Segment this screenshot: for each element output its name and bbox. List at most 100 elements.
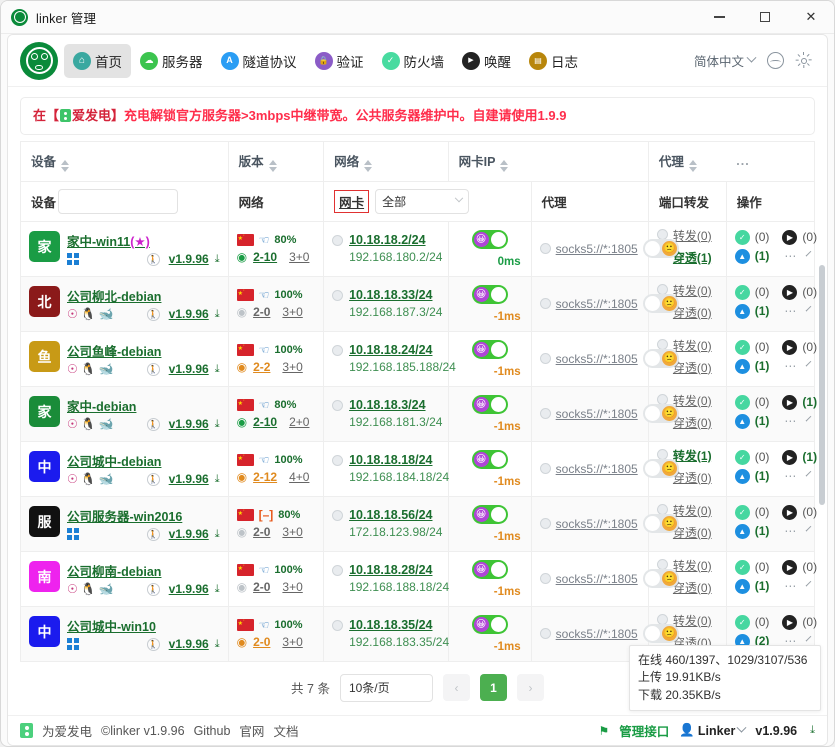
nic-ip-link[interactable]: 10.18.18.2/24 — [349, 233, 426, 248]
version-link[interactable]: v1.9.96 — [168, 417, 209, 432]
radio-indicator[interactable] — [539, 518, 551, 530]
more-actions-button[interactable]: ⋯ — [784, 414, 798, 429]
tab-home[interactable]: ⌂ 首页 — [64, 43, 131, 78]
play-icon[interactable]: ▶ — [782, 449, 798, 465]
proxy-address-link[interactable]: socks5://*:1805 — [555, 461, 638, 476]
more-actions-button[interactable]: ⋯ — [784, 304, 798, 319]
device-enable-toggle[interactable]: 😀 — [471, 284, 508, 304]
version-link[interactable]: v1.9.96 — [168, 637, 209, 652]
prev-page-button[interactable]: ‹ — [442, 674, 470, 702]
forward-link[interactable]: 转发(0) — [672, 228, 712, 243]
tab-wake[interactable]: ▶ 唤醒 — [453, 44, 520, 78]
relay-count-link[interactable]: 3+0 — [282, 525, 303, 540]
version-link[interactable]: v1.9.96 — [168, 307, 209, 322]
device-name-link[interactable]: 公司城中-win10 — [67, 620, 156, 635]
close-button[interactable]: ✕ — [805, 9, 817, 24]
more-actions-button[interactable]: ⋯ — [784, 359, 798, 374]
version-link[interactable]: v1.9.96 — [168, 472, 209, 487]
pierce-link[interactable]: 穿透(0) — [672, 415, 712, 430]
shield-icon[interactable]: ✓ — [734, 339, 750, 355]
proxy-toggle[interactable]: 🙁 — [642, 239, 679, 259]
shield-icon[interactable]: ✓ — [734, 504, 750, 520]
nic-select[interactable]: 全部 — [375, 188, 470, 214]
more-actions-button[interactable]: ⋯ — [784, 524, 798, 539]
proxy-address-link[interactable]: socks5://*:1805 — [555, 571, 638, 586]
forward-link[interactable]: 转发(1) — [672, 448, 712, 463]
radio-indicator[interactable] — [332, 455, 344, 467]
radio-indicator[interactable] — [656, 393, 668, 405]
tunnel-blue-icon[interactable]: ▲ — [734, 578, 750, 594]
proxy-address-link[interactable]: socks5://*:1805 — [555, 351, 638, 366]
radio-indicator[interactable] — [332, 400, 344, 412]
radio-indicator[interactable] — [539, 463, 551, 475]
radio-indicator[interactable] — [656, 448, 668, 460]
tunnel-count-link[interactable]: 2-0 — [253, 305, 271, 320]
chevron-down-icon[interactable] — [806, 635, 812, 642]
vertical-scrollbar[interactable] — [818, 177, 826, 675]
download-icon[interactable]: ⤓ — [214, 472, 220, 485]
official-site-link[interactable]: 官网 — [239, 725, 265, 739]
relay-count-link[interactable]: 3+0 — [282, 635, 303, 650]
relay-count-link[interactable]: 4+0 — [289, 470, 310, 485]
tunnel-blue-icon[interactable]: ▲ — [734, 303, 750, 319]
next-page-button[interactable]: › — [516, 674, 544, 702]
device-name-link[interactable]: 家中-debian — [67, 400, 137, 415]
page-size-select[interactable]: 10条/页 — [339, 673, 433, 702]
table-row[interactable]: 家家中-win11(★) 🚶 v1.9.96 ⤓ ☜ 80% ◉ 2-10 3+0 10.18.1… — [20, 220, 817, 277]
chevron-down-icon[interactable] — [806, 580, 812, 587]
proxy-toggle[interactable]: 🙁 — [642, 349, 679, 369]
radio-indicator[interactable] — [656, 503, 668, 515]
more-actions-button[interactable]: ⋯ — [784, 579, 798, 594]
nic-ip-link[interactable]: 10.18.18.28/24 — [349, 563, 433, 578]
device-enable-toggle[interactable]: 😀 — [471, 229, 508, 249]
tab-firewall[interactable]: ✓ 防火墙 — [373, 44, 454, 78]
pierce-link[interactable]: 穿透(0) — [672, 470, 712, 485]
shield-icon[interactable]: ✓ — [734, 559, 750, 575]
tunnel-count-link[interactable]: 2-0 — [253, 580, 271, 595]
radio-indicator[interactable] — [539, 408, 551, 420]
chevron-down-icon[interactable] — [806, 250, 812, 257]
version-link[interactable]: v1.9.96 — [168, 527, 209, 542]
proxy-toggle[interactable]: 🙁 — [642, 404, 679, 424]
tunnel-blue-icon[interactable]: ▲ — [734, 248, 750, 264]
pierce-link[interactable]: 穿透(0) — [672, 305, 712, 320]
language-selector[interactable]: 简体中文 — [694, 51, 757, 70]
nic-filter-button[interactable]: 网卡 — [334, 189, 370, 213]
proxy-address-link[interactable]: socks5://*:1805 — [555, 296, 638, 311]
more-actions-button[interactable]: ⋯ — [784, 469, 798, 484]
device-enable-toggle[interactable]: 😀 — [471, 614, 508, 634]
radio-indicator[interactable] — [539, 628, 551, 640]
minimize-button[interactable] — [696, 1, 742, 34]
download-icon[interactable]: ⤓ — [214, 417, 220, 430]
th-network[interactable]: 网络 — [323, 140, 449, 182]
version-link[interactable]: v1.9.96 — [168, 252, 209, 267]
download-icon[interactable]: ⤓ — [214, 362, 220, 375]
download-icon[interactable]: ⤓ — [214, 582, 220, 595]
th-device[interactable]: 设备 — [20, 140, 229, 182]
tunnel-count-link[interactable]: 2-10 — [253, 415, 278, 430]
radio-indicator[interactable] — [539, 353, 551, 365]
play-icon[interactable]: ▶ — [782, 614, 798, 630]
radio-indicator[interactable] — [539, 243, 551, 255]
more-actions-button[interactable]: ⋯ — [784, 634, 798, 649]
device-enable-toggle[interactable]: 😀 — [471, 449, 508, 469]
nic-ip-link[interactable]: 10.18.18.3/24 — [349, 398, 426, 413]
proxy-toggle[interactable]: 🙁 — [642, 624, 679, 644]
device-name-link[interactable]: 家中-win11(★) — [67, 235, 150, 250]
relay-count-link[interactable]: 3+0 — [282, 360, 303, 375]
download-icon[interactable]: ⤓ — [214, 637, 220, 650]
shield-icon[interactable]: ✓ — [734, 394, 750, 410]
radio-indicator[interactable] — [539, 573, 551, 585]
tunnel-blue-icon[interactable]: ▲ — [734, 633, 750, 649]
user-menu[interactable]: 👤 Linker — [679, 722, 747, 738]
radio-indicator[interactable] — [656, 283, 668, 295]
device-name-link[interactable]: 公司服务器-win2016 — [67, 510, 183, 525]
pierce-link[interactable]: 穿透(0) — [672, 580, 712, 595]
radio-indicator[interactable] — [656, 228, 668, 240]
download-icon[interactable]: ⤓ — [214, 307, 220, 320]
proxy-toggle[interactable]: 🙁 — [642, 514, 679, 534]
radio-indicator[interactable] — [332, 510, 344, 522]
